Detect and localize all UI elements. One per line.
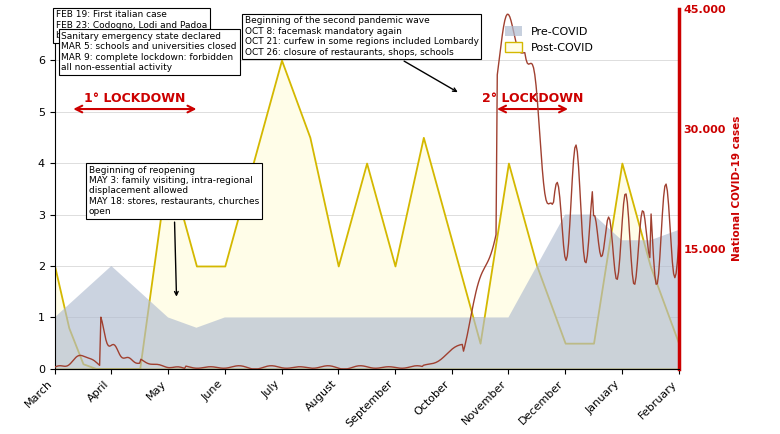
- Legend: Pre-COVID, Post-COVID: Pre-COVID, Post-COVID: [501, 21, 598, 57]
- Text: Beginning of reopening
MAY 3: family visiting, intra-regional
displacement allow: Beginning of reopening MAY 3: family vis…: [89, 166, 259, 295]
- Text: Sanitary emergency state declared
MAR 5: schools and universities closed
MAR 9: : Sanitary emergency state declared MAR 5:…: [62, 32, 237, 72]
- Y-axis label: National COVID-19 cases: National COVID-19 cases: [732, 116, 742, 261]
- Text: FEB 19: First italian case
FEB 23: Codogno, Lodi and Padoa
become Red Zones: FEB 19: First italian case FEB 23: Codog…: [56, 10, 207, 40]
- Text: Beginning of the second pandemic wave
OCT 8: facemask mandatory again
OCT 21: cu: Beginning of the second pandemic wave OC…: [245, 16, 479, 92]
- Text: 2° LOCKDOWN: 2° LOCKDOWN: [482, 92, 583, 105]
- Text: 1° LOCKDOWN: 1° LOCKDOWN: [84, 92, 186, 105]
